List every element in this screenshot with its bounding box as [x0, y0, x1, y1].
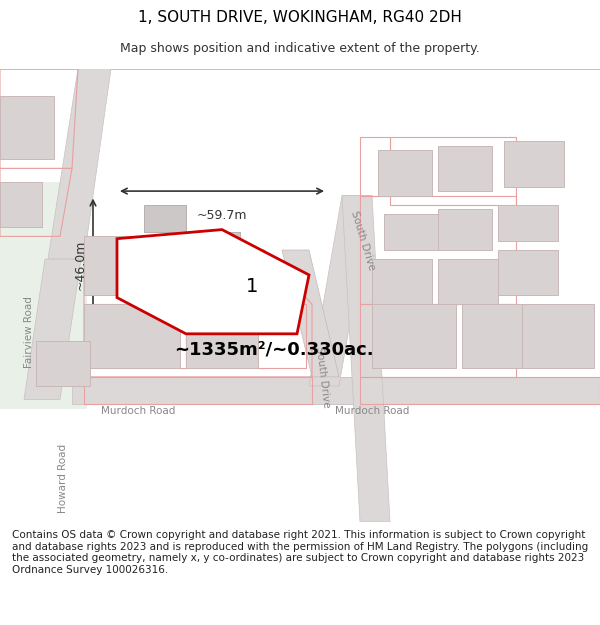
Bar	[438, 146, 492, 191]
Polygon shape	[24, 259, 81, 399]
Bar	[192, 232, 240, 259]
Polygon shape	[117, 229, 309, 334]
Polygon shape	[282, 250, 339, 377]
Bar	[0, 182, 42, 228]
Polygon shape	[312, 377, 360, 404]
Bar	[186, 327, 258, 367]
Polygon shape	[72, 377, 312, 404]
Bar	[462, 304, 546, 368]
Bar	[384, 214, 438, 250]
Text: ~46.0m: ~46.0m	[74, 239, 87, 290]
Bar	[144, 205, 186, 232]
FancyBboxPatch shape	[0, 182, 87, 409]
Bar	[36, 341, 90, 386]
Text: Contains OS data © Crown copyright and database right 2021. This information is : Contains OS data © Crown copyright and d…	[12, 530, 588, 575]
Text: South Drive: South Drive	[314, 346, 332, 408]
Bar	[522, 304, 594, 368]
Bar	[498, 205, 558, 241]
Text: Howard Road: Howard Road	[58, 444, 68, 513]
Bar	[498, 250, 558, 295]
Text: Murdoch Road: Murdoch Road	[101, 406, 175, 416]
Bar	[0, 96, 54, 159]
Bar	[372, 259, 432, 304]
Polygon shape	[312, 377, 600, 404]
Bar	[378, 150, 432, 196]
Bar	[438, 259, 498, 304]
Text: 1: 1	[246, 277, 258, 296]
Text: South Drive: South Drive	[349, 210, 377, 272]
Bar	[132, 239, 186, 271]
Bar	[84, 236, 162, 295]
Bar	[84, 304, 180, 368]
Polygon shape	[342, 196, 390, 522]
Text: Map shows position and indicative extent of the property.: Map shows position and indicative extent…	[120, 42, 480, 54]
Bar	[372, 304, 456, 368]
Bar	[504, 141, 564, 186]
Text: Fairview Road: Fairview Road	[24, 296, 34, 368]
Text: Murdoch Road: Murdoch Road	[335, 406, 409, 416]
Text: 1, SOUTH DRIVE, WOKINGHAM, RG40 2DH: 1, SOUTH DRIVE, WOKINGHAM, RG40 2DH	[138, 9, 462, 24]
Text: ~1335m²/~0.330ac.: ~1335m²/~0.330ac.	[174, 341, 374, 359]
Bar	[438, 209, 492, 250]
Polygon shape	[309, 196, 372, 386]
Polygon shape	[48, 69, 111, 259]
Text: ~59.7m: ~59.7m	[197, 209, 247, 222]
